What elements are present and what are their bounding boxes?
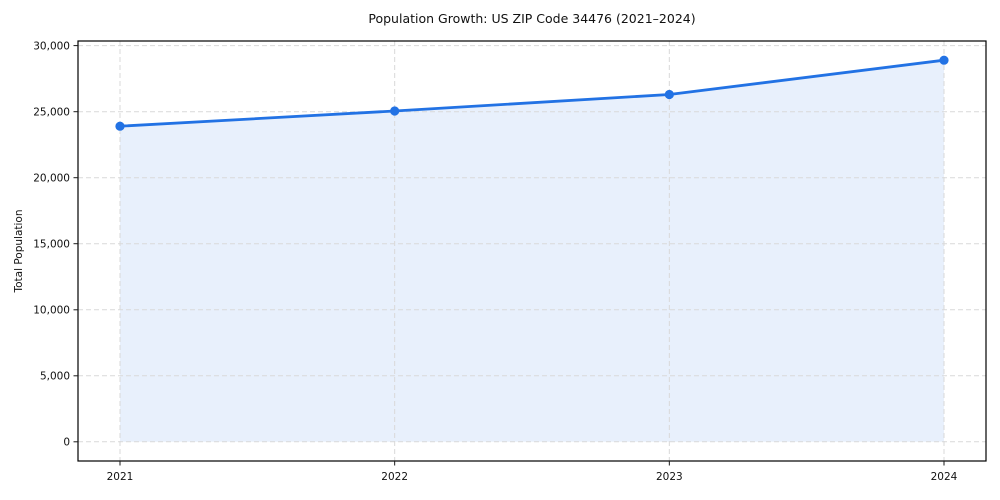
y-tick-label: 20,000 (33, 172, 70, 184)
plot-border (77, 40, 987, 462)
data-point-marker (664, 89, 674, 100)
y-tick-label: 5,000 (40, 371, 70, 383)
data-line (118, 58, 946, 128)
data-point-marker (390, 106, 400, 116)
x-tick-label: 2023 (656, 471, 683, 483)
area-fill (120, 60, 944, 442)
y-tick-label: 0 (63, 437, 70, 449)
y-tick-label: 25,000 (33, 106, 70, 118)
x-tick-label: 2024 (931, 471, 958, 483)
chart-title: Population Growth: US ZIP Code 34476 (20… (368, 11, 696, 26)
y-tick-label: 15,000 (33, 238, 70, 250)
y-tick-label: 10,000 (33, 305, 70, 317)
y-tick-label: 30,000 (33, 40, 70, 52)
x-tick-label: 2021 (107, 471, 134, 483)
data-point-marker (115, 121, 125, 131)
x-tick-label: 2022 (381, 471, 408, 483)
data-point-marker (939, 55, 949, 65)
